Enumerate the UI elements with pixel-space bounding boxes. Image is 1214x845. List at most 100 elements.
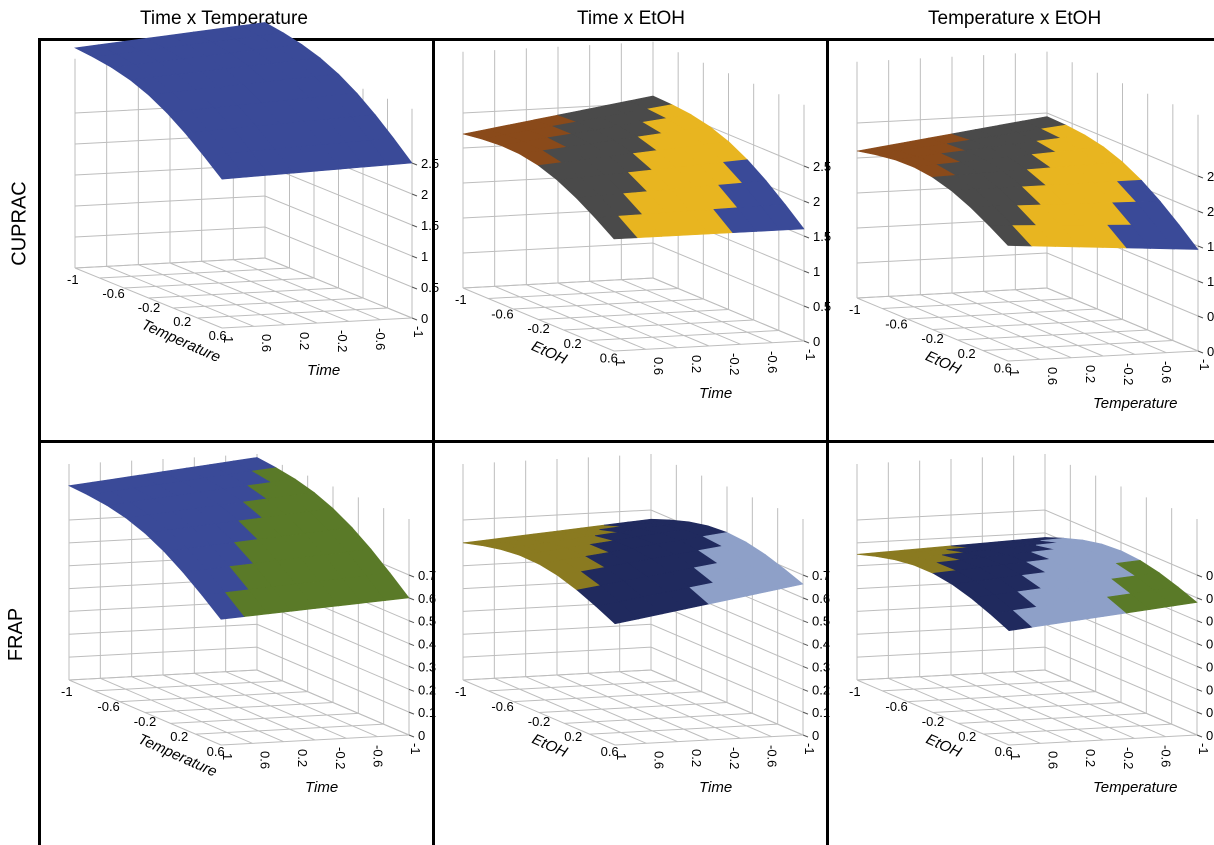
x-axis-label: Temperature <box>1093 395 1178 412</box>
z-axis: 0 0.1 0.2 0.3 0.4 0.5 0.6 0.7 <box>1196 568 1214 743</box>
depth-tick-label: -0.2 <box>922 714 944 729</box>
z-tick-label: 2.5 <box>813 159 831 174</box>
x-axis-label: Time <box>699 385 732 402</box>
x-axis: 1 0.6 0.2 -0.2 -0.6 -1 Temperature <box>1007 359 1212 412</box>
z-tick-label: 0.4 <box>812 637 830 652</box>
z-tick-label: 0.5 <box>421 280 439 295</box>
gridline-floor <box>856 287 1048 299</box>
z-tick-label: 0 <box>1206 728 1213 743</box>
z-tick-label: 2 <box>813 194 820 209</box>
gridline-horizontal <box>74 195 413 257</box>
gridline-floor <box>462 669 652 681</box>
z-tick-label: 0.3 <box>812 659 830 674</box>
chart-panel-frap-time-etoh: 0 0.1 0.2 0.3 0.4 0.5 0.6 0.7 1 0.6 0.2 -0.2 -0.6 -1 T… <box>435 443 830 845</box>
surface-chart-svg: 00.511.522.510.60.2-0.2-0.6-1Temperature… <box>849 51 1214 412</box>
gridline-floor <box>220 734 410 746</box>
gridline-floor <box>957 329 1148 341</box>
z-tick <box>803 270 810 274</box>
z-tick <box>1196 711 1203 715</box>
gridline-floor <box>538 309 729 320</box>
x-tick-label: 0.6 <box>1046 751 1061 769</box>
x-axis: 1 0.6 0.2 -0.2 -0.6 -1 Time <box>221 326 426 379</box>
z-tick <box>803 305 810 309</box>
surface-patch <box>1153 586 1198 607</box>
z-tick <box>802 620 809 624</box>
depth-tick-label: -1 <box>61 684 73 699</box>
x-tick-label: 1 <box>221 336 236 343</box>
column-title-time-etoh: Time x EtOH <box>577 8 686 29</box>
x-tick-label: 1 <box>220 753 235 760</box>
gridline-horizontal <box>462 242 805 307</box>
z-axis: 0 0.5 1 1.5 2 2.5 <box>411 156 439 326</box>
chart-panel-cuprac-time-temperature: 0 0.5 1 1.5 2 2.5 1 0.6 0.2 -0.2 -0.6 -1 Time -1 -0.6-… <box>41 22 439 440</box>
x-tick-label: 1 <box>1007 369 1022 376</box>
gridline-floor <box>488 680 677 692</box>
z-tick-label: 0 <box>418 728 425 743</box>
depth-tick-label: 0.6 <box>600 350 618 365</box>
z-tick <box>802 597 809 601</box>
z-tick <box>802 734 809 738</box>
gridline-floor <box>982 340 1173 351</box>
response-surface <box>856 537 1198 632</box>
z-tick <box>1196 665 1203 669</box>
x-tick-label: -0.2 <box>727 353 742 375</box>
gridline-floor <box>563 319 754 331</box>
x-tick-label: 0.2 <box>1083 365 1098 383</box>
gridline-floor <box>932 702 1122 713</box>
gridline-floor <box>172 297 364 309</box>
chart-panel-frap-time-temperature: 0 0.1 0.2 0.3 0.4 0.5 0.6 0.7 1 0.6 0.2 -0.2 -0.6 -1 T… <box>41 443 436 845</box>
depth-tick-label: -1 <box>455 684 467 699</box>
x-tick-label: -0.6 <box>1158 745 1173 767</box>
z-tick-label: 0 <box>1207 344 1214 359</box>
z-tick <box>1196 734 1203 738</box>
gridline-floor <box>614 734 804 746</box>
frame-top-line <box>38 38 1214 41</box>
x-tick-label: 0.2 <box>1083 749 1098 767</box>
z-tick-label: 0.7 <box>812 568 830 583</box>
z-tick-label: 1 <box>1207 274 1214 289</box>
gridline-floor <box>119 691 308 703</box>
gridline-floor <box>221 317 413 329</box>
depth-tick-label: -0.2 <box>138 300 160 315</box>
z-tick-label: 0.5 <box>418 614 436 629</box>
x-tick-label: -1 <box>1196 743 1211 755</box>
row-title-cuprac: CUPRAC <box>8 181 31 266</box>
x-tick-label: 1 <box>1008 753 1023 760</box>
z-tick-label: 1 <box>813 264 820 279</box>
row-title-frap: FRAP <box>5 607 28 662</box>
depth-tick-label: 0.6 <box>601 744 619 759</box>
gridline-horizontal <box>856 252 1199 317</box>
depth-tick-label: -0.2 <box>528 714 550 729</box>
chart-panel-frap-temperature-etoh: 00.10.20.30.40.50.60.710.60.2-0.2-0.6-1T… <box>829 443 1214 845</box>
x-axis: 1 0.6 0.2 -0.2 -0.6 -1 Time <box>614 743 817 796</box>
gridline-floor <box>195 723 384 735</box>
z-tick <box>803 340 810 344</box>
gridline-floor <box>513 691 702 703</box>
gridline-floor <box>74 257 266 269</box>
z-tick-label: 0.3 <box>418 659 436 674</box>
column-title-temperature-etoh: Temperature x EtOH <box>928 8 1102 29</box>
x-tick-label: -1 <box>803 349 818 361</box>
x-tick-label: 0.2 <box>689 355 704 373</box>
z-tick-label: 0.5 <box>813 299 831 314</box>
column-title-time-temperature: Time x Temperature <box>140 8 308 29</box>
depth-tick-label: 0.6 <box>207 744 225 759</box>
z-tick-label: 0.5 <box>812 614 830 629</box>
z-tick-label: 2 <box>1207 204 1214 219</box>
surface-chart-svg: 00.511.522.51 0.6 0.2 -0.2 -0.6 -1Time-1-0.6-… <box>455 41 831 402</box>
frame-middle-line <box>38 440 1214 443</box>
x-axis: 1 0.6 0.2 -0.2 -0.6 -1 Time <box>220 743 423 796</box>
z-tick <box>411 193 418 197</box>
z-tick <box>1197 350 1204 354</box>
gridline-floor <box>589 723 778 735</box>
x-tick-label: -0.2 <box>727 747 742 769</box>
gridline-floor <box>882 680 1071 692</box>
z-tick <box>802 711 809 715</box>
z-tick-label: 1.5 <box>421 218 439 233</box>
z-tick-label: 1 <box>421 249 428 264</box>
response-surface <box>462 518 804 625</box>
depth-tick-label: -0.2 <box>134 714 156 729</box>
z-tick <box>411 224 418 228</box>
